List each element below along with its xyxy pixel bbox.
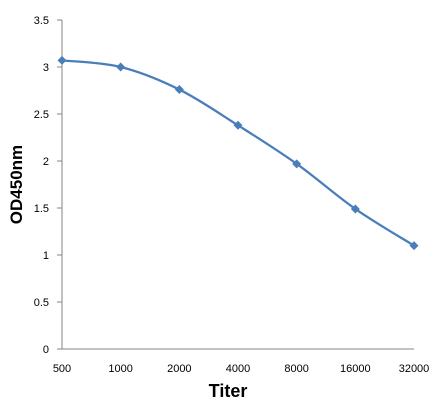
series-line	[60, 59, 416, 247]
data-point-marker	[292, 159, 302, 169]
data-point-marker	[174, 85, 184, 95]
x-tick-label: 500	[53, 363, 71, 375]
data-point-marker	[350, 204, 360, 214]
y-tick-label: 0	[43, 344, 49, 356]
x-tick-label: 1000	[108, 363, 132, 375]
data-point-marker	[57, 55, 67, 65]
y-tick-label: 3.5	[34, 15, 49, 27]
data-point-marker	[409, 241, 419, 251]
x-tick-label: 2000	[167, 363, 191, 375]
x-axis-ticks: 500 1000 2000 4000 8000 16000 32000	[53, 363, 429, 375]
x-tick-label: 8000	[284, 363, 308, 375]
y-axis-title: OD450nm	[7, 145, 26, 224]
y-tick-label: 3	[43, 62, 49, 74]
y-tick-label: 2	[43, 156, 49, 168]
x-tick-label: 4000	[226, 363, 250, 375]
y-tick-label: 1	[43, 250, 49, 262]
y-tick-label: 0.5	[34, 297, 49, 309]
data-point-marker	[116, 62, 126, 72]
y-tick-label: 1.5	[34, 203, 49, 215]
y-tick-label: 2.5	[34, 109, 49, 121]
x-axis-title: Titer	[209, 381, 248, 401]
y-axis-ticks: 0 0.5 1 1.5 2 2.5 3 3.5	[34, 15, 62, 356]
series-layer	[57, 55, 419, 251]
x-tick-label: 16000	[340, 363, 371, 375]
x-tick-label: 32000	[399, 363, 430, 375]
axes	[61, 20, 414, 350]
data-point-marker	[233, 120, 243, 130]
